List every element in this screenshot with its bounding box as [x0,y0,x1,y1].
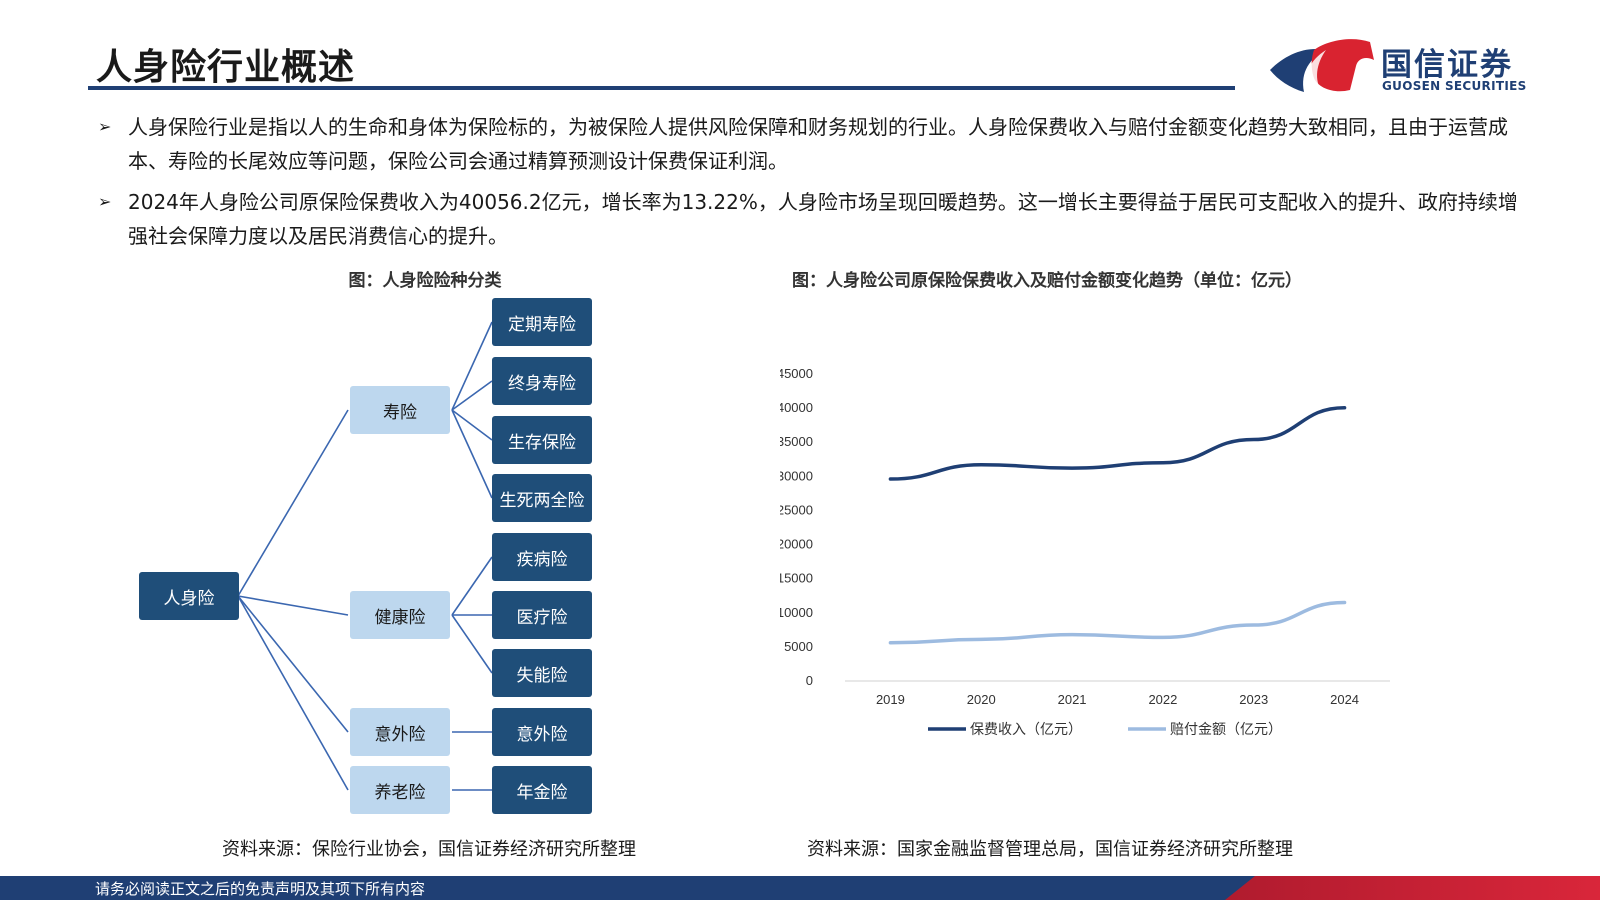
y-tick-label: 35000 [780,434,813,449]
y-tick-label: 10000 [780,605,813,620]
tree-category-node: 意外险 [350,708,450,756]
y-tick-label: 5000 [784,639,813,654]
x-tick-label: 2020 [967,692,996,707]
tree-root-node: 人身险 [139,572,239,620]
y-tick-label: 30000 [780,468,813,483]
x-tick-label: 2019 [876,692,905,707]
tree-leaf-node: 年金险 [492,766,592,814]
y-tick-label: 20000 [780,537,813,552]
legend-label-2: 赔付金额（亿元） [1170,722,1282,738]
tree-leaf-node: 医疗险 [492,591,592,639]
footer-band [0,876,1600,900]
left-figure-title: 图：人身险险种分类 [348,271,502,291]
tree-category-node: 寿险 [350,386,450,434]
x-tick-label: 2022 [1148,692,1177,707]
tree-leaf-node: 终身寿险 [492,357,592,405]
line-chart: 0 5000 10000 15000 20000 25000 30000 35000 40000… [780,366,1390,738]
arrow-bullet-icon: ➢ [98,192,112,211]
logo-text-cn: 国信证券 [1381,47,1513,83]
tree-leaf-node: 生死两全险 [492,474,592,522]
company-logo: 国信证券 GUOSEN SECURITIES [1270,36,1530,96]
y-tick-label: 25000 [780,502,813,517]
legend-label-1: 保费收入（亿元） [970,722,1082,738]
tree-leaf-node: 疾病险 [492,533,592,581]
tree-leaf-node: 意外险 [492,708,592,756]
guosen-logo-icon [1270,39,1374,92]
tree-category-node: 养老险 [350,766,450,814]
title-underline [88,86,1235,90]
x-tick-label: 2023 [1239,692,1268,707]
tree-leaf-node: 定期寿险 [492,298,592,346]
series-line-1 [888,405,1347,481]
x-tick-label: 2021 [1058,692,1087,707]
left-figure-source: 资料来源：保险行业协会，国信证券经济研究所整理 [222,839,636,860]
page-title: 人身险行业概述 [96,47,356,88]
bullet-text: 人身保险行业是指以人的生命和身体为保险标的，为被保险人提供风险保障和财务规划的行… [128,115,1508,173]
y-tick-label: 40000 [780,400,813,415]
bullet-list: ➢ 人身保险行业是指以人的生命和身体为保险标的，为被保险人提供风险保障和财务规划… [98,110,1518,260]
y-tick-label: 45000 [780,366,813,381]
arrow-bullet-icon: ➢ [98,117,112,136]
footer-disclaimer: 请务必阅读正文之后的免责声明及其项下所有内容 [95,880,426,898]
y-tick-label: 0 [806,673,813,688]
bullet-text: 2024年人身险公司原保险保费收入为40056.2亿元，增长率为13.22%，人… [128,190,1518,248]
logo-text-en: GUOSEN SECURITIES [1382,79,1527,93]
right-figure-title: 图：人身险公司原保险保费收入及赔付金额变化趋势（单位：亿元） [792,271,1302,291]
bullet-item: ➢ 人身保险行业是指以人的生命和身体为保险标的，为被保险人提供风险保障和财务规划… [98,110,1518,178]
y-tick-label: 15000 [780,571,813,586]
bullet-item: ➢ 2024年人身险公司原保险保费收入为40056.2亿元，增长率为13.22%… [98,185,1518,253]
x-tick-label: 2024 [1330,692,1359,707]
series-line-2 [888,600,1347,645]
tree-leaf-node: 生存保险 [492,416,592,464]
tree-category-node: 健康险 [350,591,450,639]
right-figure-source: 资料来源：国家金融监督管理总局，国信证券经济研究所整理 [807,839,1293,860]
tree-leaf-node: 失能险 [492,649,592,697]
